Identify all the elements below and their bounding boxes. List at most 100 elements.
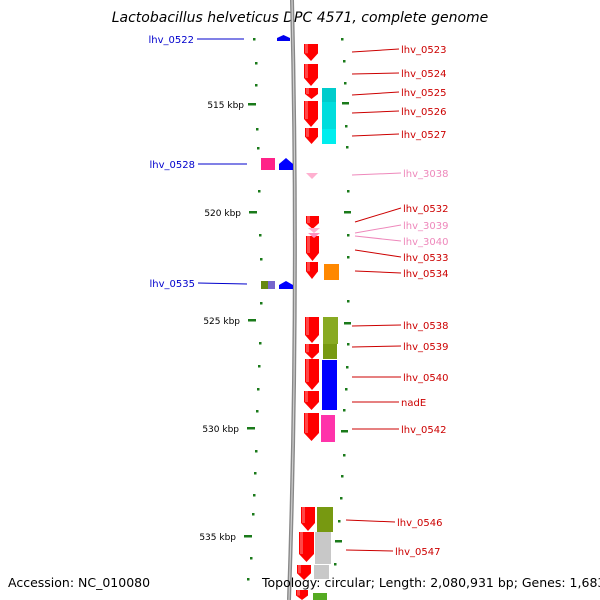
tick-dot	[254, 472, 257, 475]
gene-arrow-forward-shade	[302, 507, 305, 523]
tick-dot	[247, 578, 250, 581]
gene-arrow-forward	[305, 359, 319, 390]
gene-arrow-forward	[304, 413, 319, 441]
tick-dot	[344, 82, 347, 85]
gene-leader-line	[345, 549, 394, 552]
gene-arrow-forward-shade	[298, 565, 301, 574]
tick-dot	[347, 190, 350, 193]
gene-arrow-forward	[304, 391, 319, 410]
gene-arrow-forward	[304, 101, 318, 127]
gene-arrow-forward-shade	[307, 216, 310, 224]
tick-dot	[259, 234, 262, 237]
cog-bar	[323, 344, 337, 359]
tick-dot	[343, 454, 346, 457]
tick-dot	[343, 409, 346, 412]
gene-leader-line	[354, 224, 402, 234]
gene-arrow-forward-shade	[305, 44, 308, 54]
tick-dot	[255, 62, 258, 65]
tick-dot	[334, 563, 337, 566]
gene-leader-line	[354, 270, 402, 274]
tick-dot	[255, 84, 258, 87]
gene-label: lhv_3038	[403, 169, 448, 180]
gene-label: lhv_0532	[403, 204, 448, 215]
cog-bar	[321, 415, 335, 442]
gene-label: lhv_0527	[401, 130, 446, 141]
gene-arrow-forward-shade	[305, 101, 308, 119]
cog-bar	[322, 360, 337, 410]
gene-label: lhv_0524	[401, 69, 446, 80]
gene-arrow-forward-shade	[305, 64, 308, 78]
scale-tick	[248, 319, 256, 322]
gene-arrow-forward-shade	[297, 590, 300, 596]
tick-dot	[257, 388, 260, 391]
cog-bar	[322, 129, 336, 144]
gene-leader-line	[354, 249, 402, 258]
tick-dot	[341, 38, 344, 41]
gene-arrow-forward	[306, 216, 319, 229]
tick-dot	[346, 146, 349, 149]
gene-label: lhv_0526	[401, 107, 446, 118]
gene-label: lhv_0533	[403, 253, 448, 264]
gene-label: lhv_0522	[149, 35, 194, 46]
cog-bar	[324, 264, 339, 280]
gene-label: nadE	[401, 398, 426, 409]
genome-backbone-highlight	[288, 0, 296, 600]
cog-bar	[317, 507, 333, 532]
tick-dot	[345, 388, 348, 391]
gene-label: lhv_0540	[403, 373, 448, 384]
gene-arrow-reverse	[279, 158, 293, 170]
gene-label: lhv_0528	[150, 160, 195, 171]
tick-dot	[253, 494, 256, 497]
gene-arrow-forward	[296, 590, 308, 600]
tick-dot	[258, 190, 261, 193]
tick-dot	[256, 410, 259, 413]
gene-label: lhv_0538	[403, 321, 448, 332]
gene-arrow-forward-shade	[305, 391, 308, 402]
scale-tick	[249, 211, 257, 214]
gene-arrow-forward-shade	[305, 413, 308, 433]
gene-leader-line	[351, 172, 402, 176]
gene-arrow-forward	[305, 317, 319, 343]
scale-tick	[342, 102, 349, 105]
gene-leader-line	[351, 324, 402, 327]
gene-arrow-reverse	[277, 35, 290, 41]
gene-arrow-forward	[304, 44, 318, 61]
cog-bar	[322, 88, 336, 102]
gene-leader-line	[354, 235, 402, 242]
tick-dot	[252, 513, 255, 516]
tick-dot	[260, 258, 263, 261]
gene-label: lhv_0523	[401, 45, 446, 56]
gene-arrow-reverse	[279, 281, 293, 289]
scale-tick	[344, 322, 351, 325]
gene-leader-line	[351, 48, 400, 53]
rna-marker	[308, 233, 320, 238]
cog-bar	[323, 317, 338, 344]
cog-bar	[315, 532, 331, 564]
gene-leader-line	[351, 345, 402, 348]
gene-block-reverse	[268, 281, 275, 289]
gene-label: lhv_3039	[403, 221, 448, 232]
tick-dot	[340, 497, 343, 500]
gene-arrow-forward	[306, 236, 319, 261]
gene-arrow-forward-shade	[306, 359, 309, 382]
gene-leader-line	[351, 110, 400, 114]
gene-leader-line	[351, 72, 400, 75]
gene-label: lhv_0546	[397, 518, 442, 529]
gene-arrow-forward-shade	[306, 344, 309, 353]
tick-dot	[346, 366, 349, 369]
tick-dot	[347, 343, 350, 346]
gene-label: lhv_0534	[403, 269, 448, 280]
gene-arrow-forward-shade	[300, 532, 303, 554]
gene-block-reverse	[261, 158, 275, 170]
gene-leader-line	[351, 133, 400, 137]
gene-arrow-forward	[297, 565, 311, 580]
rna-marker	[308, 228, 320, 233]
scale-label: 535 kbp	[199, 533, 236, 543]
cog-bar	[322, 102, 336, 129]
cog-bar	[313, 593, 327, 600]
scale-tick	[244, 535, 252, 538]
gene-arrow-forward	[306, 262, 318, 279]
scale-tick	[344, 211, 351, 214]
gene-label: lhv_0525	[401, 88, 446, 99]
